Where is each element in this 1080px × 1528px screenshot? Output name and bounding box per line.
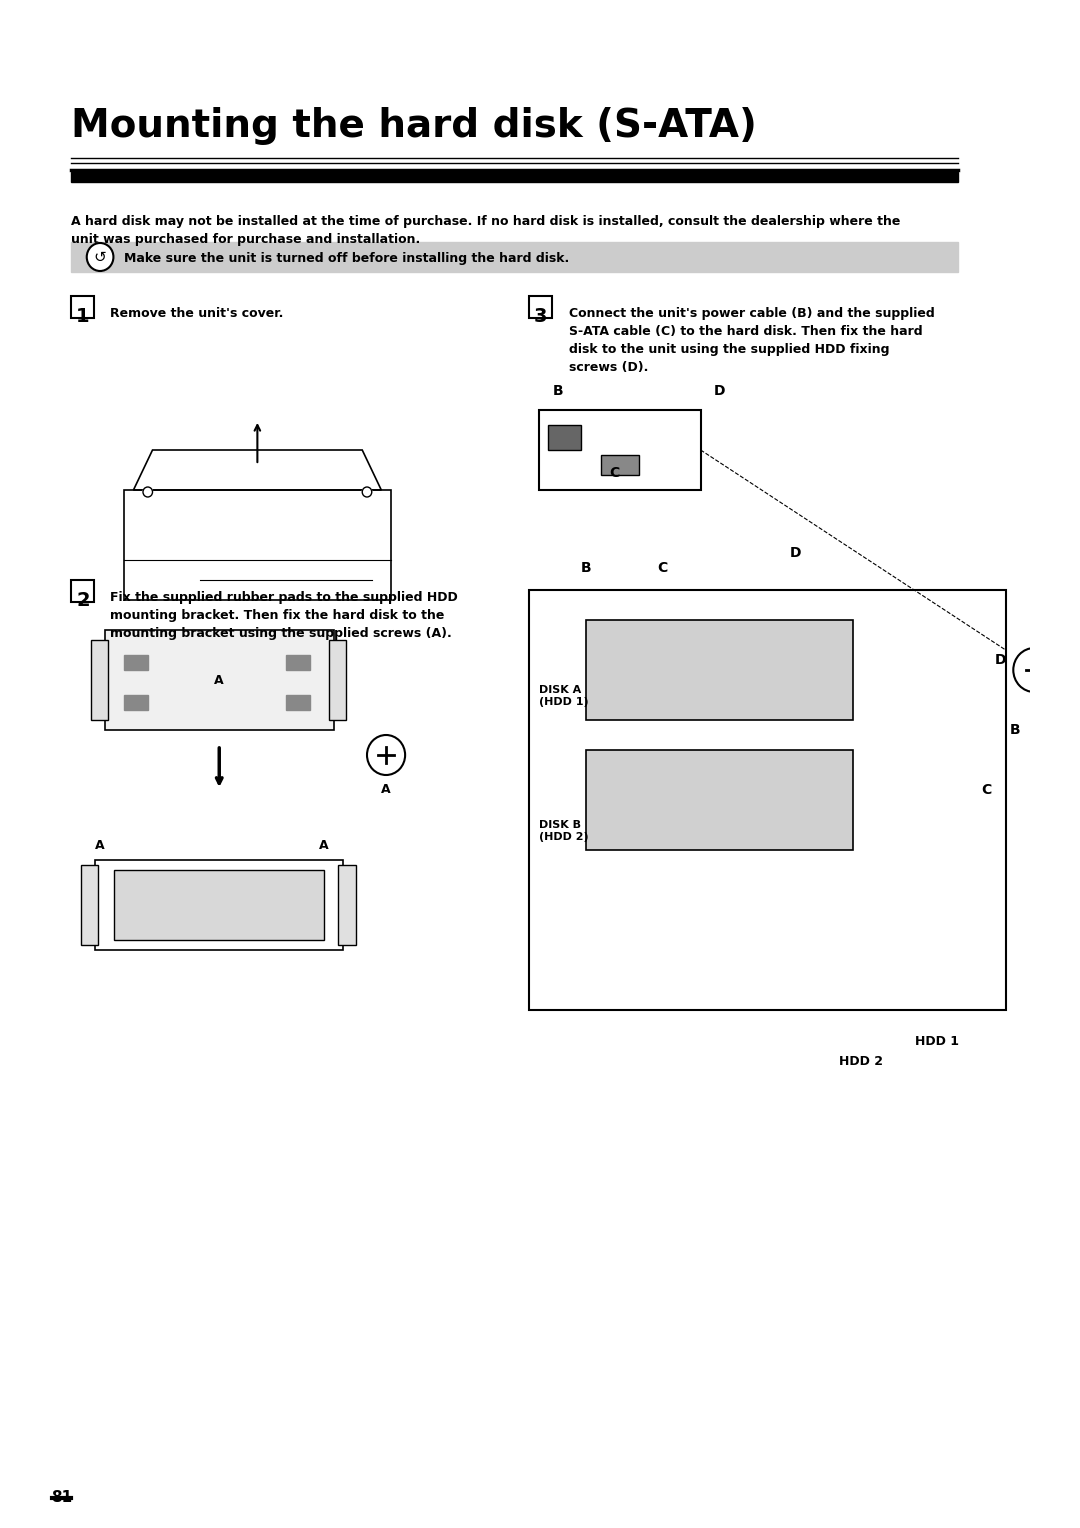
Text: B: B: [552, 384, 563, 397]
Bar: [124, 695, 148, 711]
Text: Remove the unit's cover.: Remove the unit's cover.: [110, 307, 283, 319]
Text: C: C: [610, 466, 620, 480]
FancyBboxPatch shape: [539, 410, 701, 490]
Circle shape: [143, 487, 152, 497]
Bar: [286, 695, 310, 711]
Text: Make sure the unit is turned off before installing the hard disk.: Make sure the unit is turned off before …: [124, 252, 569, 264]
Text: Connect the unit's power cable (B) and the supplied
S-ATA cable (C) to the hard : Connect the unit's power cable (B) and t…: [569, 307, 935, 374]
FancyBboxPatch shape: [529, 590, 1005, 1010]
Text: C: C: [982, 782, 991, 798]
Bar: [91, 640, 108, 720]
Bar: [586, 750, 853, 850]
Bar: [81, 865, 98, 944]
Text: A: A: [381, 782, 391, 796]
Text: DISK B
(HDD 2): DISK B (HDD 2): [539, 821, 589, 842]
Text: D: D: [714, 384, 726, 397]
Bar: [114, 869, 324, 940]
Bar: [329, 640, 346, 720]
Text: HDD 1: HDD 1: [915, 1034, 959, 1048]
Bar: [71, 173, 958, 182]
Text: 2: 2: [76, 591, 90, 610]
Text: D: D: [791, 545, 801, 559]
FancyBboxPatch shape: [529, 296, 552, 318]
Text: 81: 81: [52, 1490, 72, 1505]
FancyBboxPatch shape: [124, 490, 391, 601]
Text: Mounting the hard disk (S-ATA): Mounting the hard disk (S-ATA): [71, 107, 757, 145]
Text: C: C: [658, 561, 667, 575]
FancyBboxPatch shape: [71, 296, 94, 318]
Text: B: B: [1010, 723, 1021, 736]
Bar: [549, 425, 581, 451]
FancyBboxPatch shape: [95, 860, 343, 950]
Bar: [286, 656, 310, 669]
Circle shape: [362, 487, 372, 497]
Bar: [71, 241, 958, 272]
Bar: [338, 865, 355, 944]
Text: ↺: ↺: [94, 249, 107, 264]
Circle shape: [1013, 648, 1055, 692]
Text: A: A: [215, 674, 224, 686]
Circle shape: [367, 735, 405, 775]
Text: A hard disk may not be installed at the time of purchase. If no hard disk is ins: A hard disk may not be installed at the …: [71, 215, 901, 246]
Text: Fix the supplied rubber pads to the supplied HDD
mounting bracket. Then fix the : Fix the supplied rubber pads to the supp…: [110, 591, 457, 640]
Text: A: A: [320, 839, 329, 853]
FancyBboxPatch shape: [105, 630, 334, 730]
Circle shape: [86, 243, 113, 270]
Text: 1: 1: [76, 307, 90, 325]
Bar: [600, 455, 638, 475]
FancyBboxPatch shape: [71, 581, 94, 602]
Text: HDD 2: HDD 2: [839, 1054, 882, 1068]
Text: D: D: [995, 652, 1007, 668]
Text: B: B: [581, 561, 592, 575]
Text: DISK A
(HDD 1): DISK A (HDD 1): [539, 685, 589, 706]
Text: A: A: [95, 839, 105, 853]
Bar: [586, 620, 853, 720]
Text: 3: 3: [534, 307, 548, 325]
Bar: [124, 656, 148, 669]
